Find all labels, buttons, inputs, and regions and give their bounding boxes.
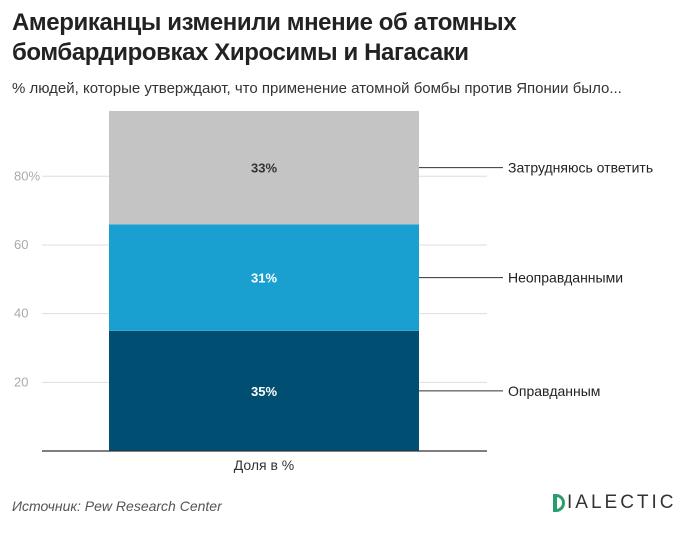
bar-segment-1: [109, 330, 419, 451]
chart-subtitle: % людей, которые утверждают, что примене…: [12, 80, 622, 97]
bar-segment-3: [109, 111, 419, 225]
legend: Оправданным Неоправданными Затрудняюсь отв…: [419, 160, 653, 399]
legend-label-segment-1: Оправданным: [508, 383, 600, 399]
source-note: Источник: Pew Research Center: [12, 498, 222, 514]
y-axis-ticks: 20 40 60 80%: [14, 168, 40, 389]
data-label-segment-3: 33%: [251, 161, 277, 176]
y-tick-label-60: 60: [14, 237, 28, 252]
logo-d-mark-icon: [553, 494, 565, 512]
data-label-segment-2: 31%: [251, 271, 277, 286]
y-tick-label-20: 20: [14, 374, 28, 389]
y-tick-label-40: 40: [14, 306, 28, 321]
data-labels: 35% 31% 33%: [251, 161, 277, 399]
chart-title: Американцы изменили мнение об атомных бо…: [12, 9, 517, 66]
x-axis-category-label: Доля в %: [234, 457, 295, 473]
bar-segments: [109, 111, 419, 451]
legend-label-segment-3: Затрудняюсь ответить: [508, 160, 653, 176]
dialectic-logo: IALECTIC: [553, 492, 677, 514]
legend-label-segment-2: Неоправданными: [508, 270, 623, 286]
y-tick-label-80: 80%: [14, 168, 40, 183]
data-label-segment-1: 35%: [251, 384, 277, 399]
bar-segment-2: [109, 224, 419, 331]
logo-text: IALECTIC: [567, 492, 677, 513]
